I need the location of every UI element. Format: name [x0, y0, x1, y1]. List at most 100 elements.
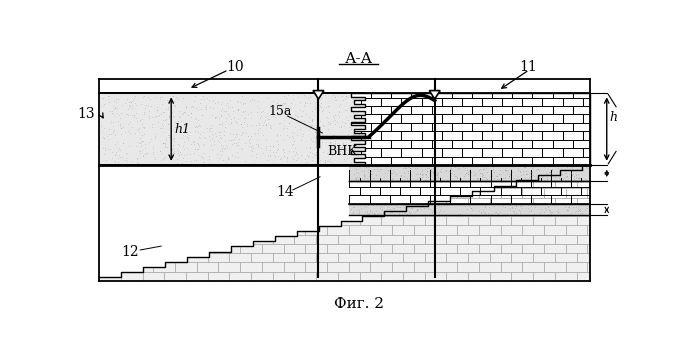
Point — [475, 166, 486, 172]
Point — [463, 169, 474, 175]
Point — [349, 119, 360, 124]
Point — [292, 152, 303, 157]
Point — [550, 172, 561, 177]
Point — [114, 155, 125, 160]
Point — [177, 144, 188, 149]
Point — [359, 210, 370, 215]
Point — [339, 145, 350, 151]
Point — [318, 123, 330, 129]
Point — [188, 141, 199, 147]
Point — [167, 93, 178, 99]
Point — [462, 206, 473, 212]
Point — [358, 172, 369, 178]
Point — [140, 150, 151, 156]
Point — [113, 145, 124, 150]
Point — [502, 167, 513, 173]
Point — [223, 154, 234, 160]
Point — [499, 176, 510, 181]
Point — [563, 177, 574, 182]
Point — [211, 114, 222, 120]
Point — [178, 109, 190, 115]
Point — [378, 208, 389, 214]
Point — [490, 210, 501, 215]
Point — [193, 142, 204, 148]
Point — [204, 125, 216, 131]
Point — [167, 145, 178, 151]
Point — [314, 103, 326, 109]
Point — [260, 122, 272, 128]
Point — [321, 104, 332, 110]
Point — [188, 98, 199, 104]
Point — [477, 173, 488, 179]
Point — [526, 175, 537, 181]
Point — [417, 202, 428, 208]
Point — [163, 113, 174, 119]
Point — [307, 157, 318, 163]
Point — [197, 112, 208, 118]
Point — [340, 93, 351, 99]
Point — [162, 121, 174, 127]
Point — [363, 164, 374, 170]
Point — [324, 120, 335, 126]
Point — [272, 153, 283, 159]
Point — [566, 165, 578, 171]
Point — [290, 149, 302, 155]
Point — [209, 131, 220, 136]
Point — [102, 97, 113, 102]
Point — [134, 135, 146, 141]
Point — [399, 204, 410, 210]
Point — [510, 202, 522, 207]
Point — [559, 177, 570, 182]
Point — [216, 142, 227, 148]
Point — [419, 205, 430, 211]
Point — [125, 99, 136, 104]
Point — [358, 173, 370, 179]
Point — [271, 100, 282, 106]
Point — [115, 123, 126, 129]
Point — [428, 207, 439, 213]
Point — [153, 119, 164, 124]
Point — [209, 141, 220, 147]
Point — [312, 95, 323, 100]
Point — [216, 145, 228, 151]
Text: 11: 11 — [519, 60, 537, 75]
Point — [333, 142, 344, 147]
Point — [540, 170, 552, 176]
Point — [352, 107, 363, 113]
Point — [304, 146, 316, 151]
Point — [157, 117, 168, 122]
Point — [234, 99, 246, 105]
Point — [580, 176, 591, 181]
Point — [508, 176, 519, 181]
Point — [552, 207, 564, 212]
Point — [323, 158, 334, 164]
Point — [378, 209, 389, 215]
Point — [385, 206, 396, 211]
Point — [248, 160, 259, 165]
Point — [295, 137, 307, 143]
Point — [104, 120, 116, 125]
Point — [561, 173, 573, 179]
Point — [153, 112, 164, 118]
Point — [127, 105, 138, 111]
Point — [425, 206, 436, 212]
Point — [465, 166, 476, 172]
Point — [575, 170, 587, 176]
Point — [309, 105, 321, 110]
Point — [140, 151, 151, 157]
Point — [338, 124, 349, 129]
Point — [196, 112, 207, 118]
Point — [115, 121, 126, 127]
Point — [138, 153, 149, 159]
Point — [168, 102, 179, 107]
Point — [237, 130, 248, 136]
Point — [314, 139, 325, 144]
Point — [510, 203, 522, 209]
Point — [230, 134, 241, 140]
Point — [454, 211, 466, 217]
Point — [128, 112, 139, 118]
Point — [110, 141, 121, 147]
Point — [306, 122, 317, 127]
Point — [206, 135, 218, 141]
Point — [444, 168, 455, 174]
